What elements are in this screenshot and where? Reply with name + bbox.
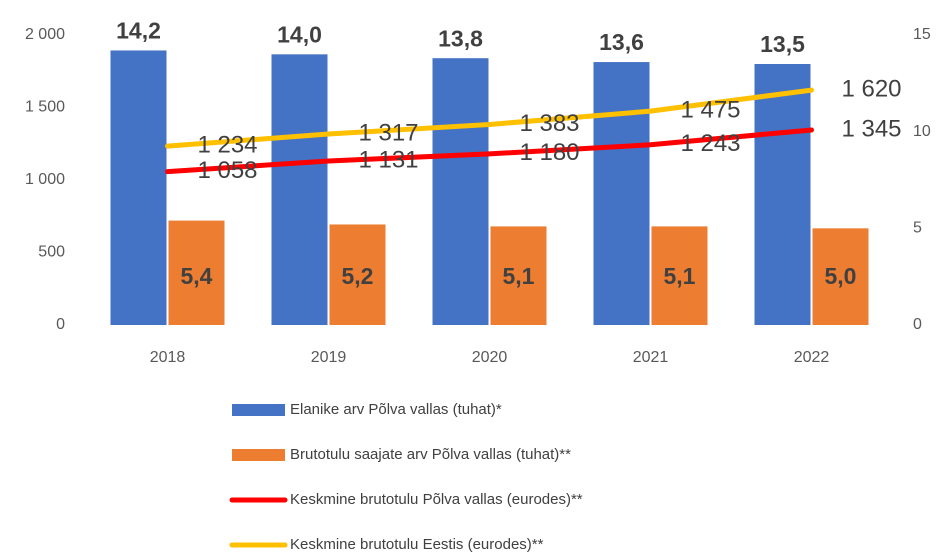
data-label: 1 345 <box>841 115 901 142</box>
x-tick-label: 2019 <box>311 349 347 366</box>
bar <box>329 224 386 325</box>
bar <box>168 220 225 325</box>
bar <box>490 226 547 325</box>
bar <box>271 54 328 325</box>
x-tick-label: 2022 <box>794 349 830 366</box>
data-label: 13,8 <box>438 25 483 51</box>
data-label: 1 383 <box>519 110 579 137</box>
data-label: 5,0 <box>825 263 857 289</box>
data-label: 5,1 <box>664 263 696 289</box>
line <box>165 127 814 175</box>
y2-tick-label: 0 <box>913 316 922 333</box>
data-label: 13,6 <box>599 29 644 55</box>
x-tick-label: 2021 <box>633 349 669 366</box>
y2-tick-label: 10 <box>913 123 931 140</box>
bar <box>812 228 869 325</box>
bar <box>593 62 650 326</box>
data-label: 1 058 <box>197 157 257 184</box>
y2-tick-label: 5 <box>913 220 922 237</box>
y-tick-label: 500 <box>38 244 65 261</box>
legend-label: Keskmine brutotulu Eestis (eurodes)** <box>290 536 544 553</box>
bar <box>754 64 811 325</box>
data-label: 1 475 <box>680 96 740 123</box>
y-tick-label: 1 000 <box>25 171 65 188</box>
data-label: 14,2 <box>116 18 161 44</box>
data-label: 5,2 <box>342 263 374 289</box>
line <box>165 87 814 149</box>
legend-label: Keskmine brutotulu Põlva vallas (eurodes… <box>290 491 583 508</box>
y-tick-label: 0 <box>56 316 65 333</box>
data-label: 14,0 <box>277 21 322 47</box>
legend-swatch <box>232 404 285 416</box>
y-tick-label: 2 000 <box>25 26 65 43</box>
bar <box>432 58 489 325</box>
x-tick-label: 2020 <box>472 349 508 366</box>
data-label: 5,1 <box>503 263 535 289</box>
y-tick-label: 1 500 <box>25 99 65 116</box>
bar <box>651 226 708 325</box>
data-label: 1 131 <box>358 146 418 173</box>
x-tick-label: 2018 <box>150 349 186 366</box>
data-label: 5,4 <box>181 263 213 289</box>
legend-label: Elanike arv Põlva vallas (tuhat)* <box>290 401 502 418</box>
data-label: 13,5 <box>760 31 805 57</box>
data-label: 1 234 <box>197 131 257 158</box>
data-label: 1 317 <box>358 119 418 146</box>
y2-tick-label: 15 <box>913 26 931 43</box>
legend-label: Brutotulu saajate arv Põlva vallas (tuha… <box>290 446 571 463</box>
bar <box>110 50 167 325</box>
legend-swatch <box>232 449 285 461</box>
data-label: 1 243 <box>680 130 740 157</box>
data-label: 1 620 <box>841 75 901 102</box>
data-label: 1 180 <box>519 139 579 166</box>
